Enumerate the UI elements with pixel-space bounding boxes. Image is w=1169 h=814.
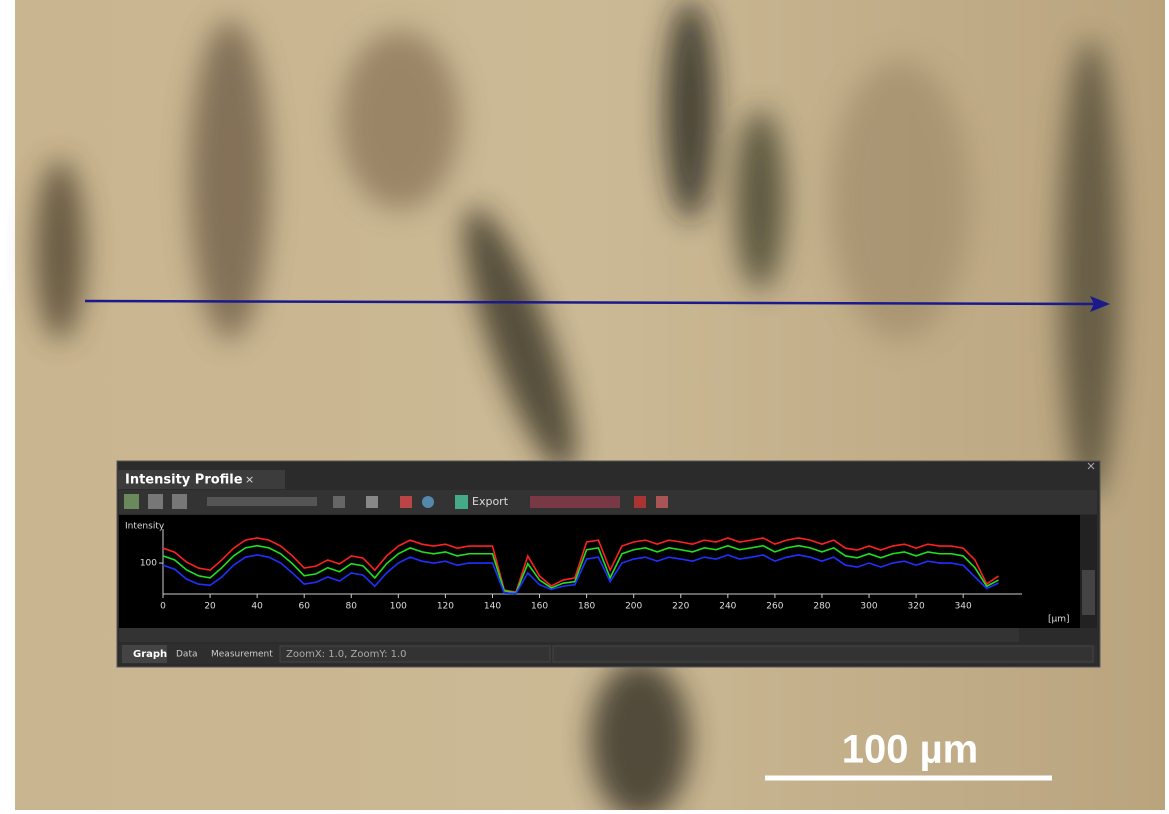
tab[interactable]: Data (176, 650, 198, 660)
plot-area (119, 515, 1080, 628)
x-tick-label: 0 (160, 602, 166, 612)
tab[interactable]: Graph (133, 649, 167, 660)
tool-button[interactable] (333, 496, 345, 508)
close-tab[interactable]: × (245, 473, 254, 486)
tool-button[interactable] (656, 496, 668, 508)
tool-button[interactable] (530, 496, 620, 508)
status: ZoomX: 1.0, ZoomY: 1.0 (286, 649, 407, 660)
x-tick-label: 120 (437, 602, 454, 612)
tool-button[interactable] (148, 494, 163, 509)
v-scrollbar[interactable] (1082, 570, 1095, 615)
x-tick-label: 160 (531, 602, 548, 612)
screen: 100 µm Intensity Profile × Export Intens… (0, 0, 1169, 810)
tool-button[interactable] (400, 496, 412, 508)
x-tick-label: 200 (625, 602, 642, 612)
tool-button[interactable] (422, 496, 434, 508)
export-icon[interactable] (455, 495, 468, 509)
intensity-panel: Intensity Profile × Export Intensity 100 0… (117, 461, 1100, 667)
x-tick-label: 220 (672, 602, 689, 612)
y-axis-label: Intensity (125, 522, 165, 532)
x-tick-label: 140 (484, 602, 501, 612)
tool-button[interactable] (634, 496, 646, 508)
x-tick-label: 180 (578, 602, 595, 612)
y-tick-label: 100 (140, 559, 157, 569)
micrograph (15, 0, 1165, 810)
tab[interactable]: Measurement (211, 650, 273, 660)
tool-button[interactable] (366, 496, 378, 508)
x-tick-label: 80 (346, 602, 358, 612)
x-tick-label: 340 (955, 602, 972, 612)
x-tick-label: 20 (204, 602, 216, 612)
x-tick-label: 240 (719, 602, 736, 612)
x-tick-label: 320 (908, 602, 925, 612)
x-tick-label: 40 (251, 602, 263, 612)
x-tick-label: 100 (390, 602, 407, 612)
tool-button[interactable] (207, 497, 317, 506)
x-tick-label: 260 (766, 602, 783, 612)
x-unit: [µm] (1048, 615, 1070, 625)
x-tick-label: 60 (298, 602, 310, 612)
scale-label: 100 µm (842, 728, 978, 772)
h-scrollbar[interactable] (119, 628, 1019, 642)
tool-button[interactable] (124, 494, 139, 509)
x-tick-label: 280 (813, 602, 830, 612)
x-tick-label: 300 (860, 602, 877, 612)
panel-title: Intensity Profile (125, 473, 243, 488)
export-button[interactable]: Export (472, 495, 509, 508)
tool-button[interactable] (172, 494, 187, 509)
